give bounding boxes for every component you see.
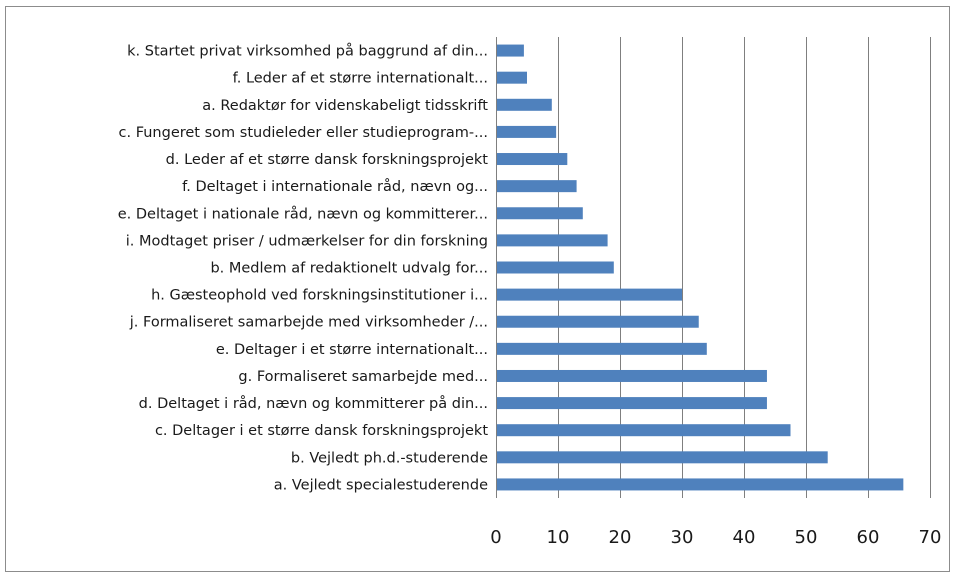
category-label: e. Deltaget i nationale råd, nævn og kom… (118, 205, 488, 222)
bar (497, 180, 577, 193)
bar (497, 98, 552, 111)
category-label: a. Vejledt specialestuderende (274, 477, 488, 493)
bar (497, 125, 557, 138)
gridlines (496, 37, 931, 498)
bars (497, 44, 904, 491)
bar (497, 44, 524, 57)
category-label: e. Deltager i et større internationalt..… (216, 342, 488, 358)
chart-frame: k. Startet privat virksomhed på baggrund… (5, 6, 950, 572)
x-axis-tick-labels: 0 10 20 30 40 50 60 70 (490, 527, 941, 548)
bar (497, 478, 904, 491)
bar (497, 397, 767, 410)
x-tick-label: 70 (919, 527, 942, 548)
category-label: h. Gæsteophold ved forskningsinstitution… (151, 288, 488, 304)
category-label: c. Fungeret som studieleder eller studie… (119, 125, 489, 141)
bar (497, 288, 682, 301)
x-tick-label: 20 (609, 527, 632, 548)
category-label: f. Deltaget i internationale råd, nævn o… (182, 178, 488, 195)
category-label: f. Leder af et større internationalt... (233, 71, 488, 87)
bar (497, 369, 767, 382)
bar (497, 451, 828, 464)
x-tick-label: 0 (490, 527, 501, 548)
x-tick-label: 30 (671, 527, 694, 548)
bar (497, 424, 791, 437)
category-label: g. Formaliseret samarbejde med... (238, 369, 488, 385)
category-labels: k. Startet privat virksomhed på baggrund… (118, 43, 489, 494)
category-label: k. Startet privat virksomhed på baggrund… (127, 43, 488, 60)
category-label: j. Formaliseret samarbejde med virksomhe… (129, 315, 488, 331)
category-label: i. Modtaget priser / udmærkelser for din… (126, 233, 488, 249)
bar (497, 261, 614, 274)
x-tick-label: 10 (547, 527, 570, 548)
x-tick-label: 40 (733, 527, 756, 548)
category-label: c. Deltager i et større dansk forsknings… (155, 423, 488, 439)
category-label: b. Medlem af redaktionelt udvalg for... (210, 261, 488, 277)
category-label: a. Redaktør for videnskabeligt tidsskrif… (202, 98, 488, 114)
bar (497, 315, 699, 328)
category-label: d. Leder af et større dansk forskningspr… (166, 152, 489, 168)
bar (497, 153, 568, 166)
x-tick-label: 60 (857, 527, 880, 548)
bar (497, 342, 707, 355)
bar (497, 234, 608, 247)
category-label: d. Deltaget i råd, nævn og kommitterer p… (139, 395, 488, 412)
x-tick-label: 50 (795, 527, 818, 548)
bar (497, 207, 583, 220)
category-label: b. Vejledt ph.d.-studerende (291, 450, 488, 466)
bar (497, 71, 527, 84)
bar-chart: k. Startet privat virksomhed på baggrund… (118, 37, 941, 548)
